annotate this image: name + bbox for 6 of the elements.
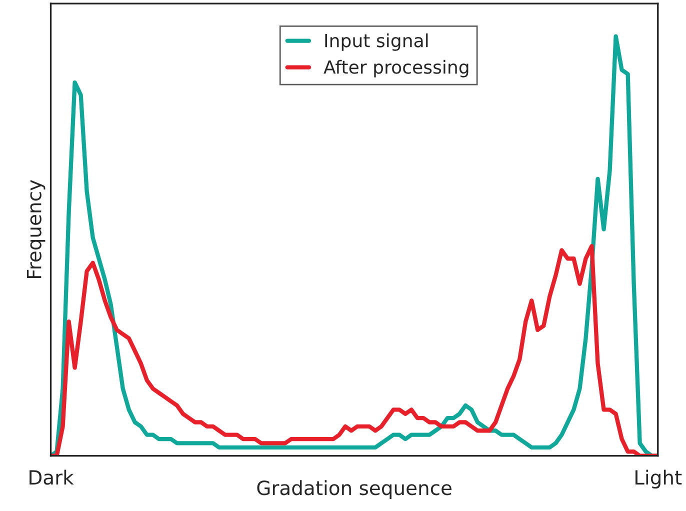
- x-axis-title: Gradation sequence: [257, 480, 452, 500]
- x-tick-label: Dark: [30, 470, 74, 485]
- legend-label: After processing: [324, 60, 468, 78]
- legend-label: Input signal: [325, 33, 428, 51]
- y-axis-title: Frequency: [26, 180, 46, 278]
- x-tick-label: Light: [636, 470, 682, 489]
